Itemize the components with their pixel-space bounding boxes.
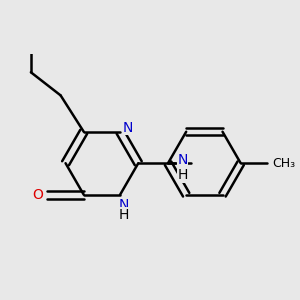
Text: H: H: [177, 168, 188, 182]
Text: CH₃: CH₃: [272, 157, 295, 170]
Text: N: N: [123, 121, 133, 135]
Text: N: N: [177, 153, 188, 167]
Text: O: O: [32, 188, 43, 202]
Text: H: H: [118, 208, 129, 222]
Text: N: N: [118, 198, 129, 212]
